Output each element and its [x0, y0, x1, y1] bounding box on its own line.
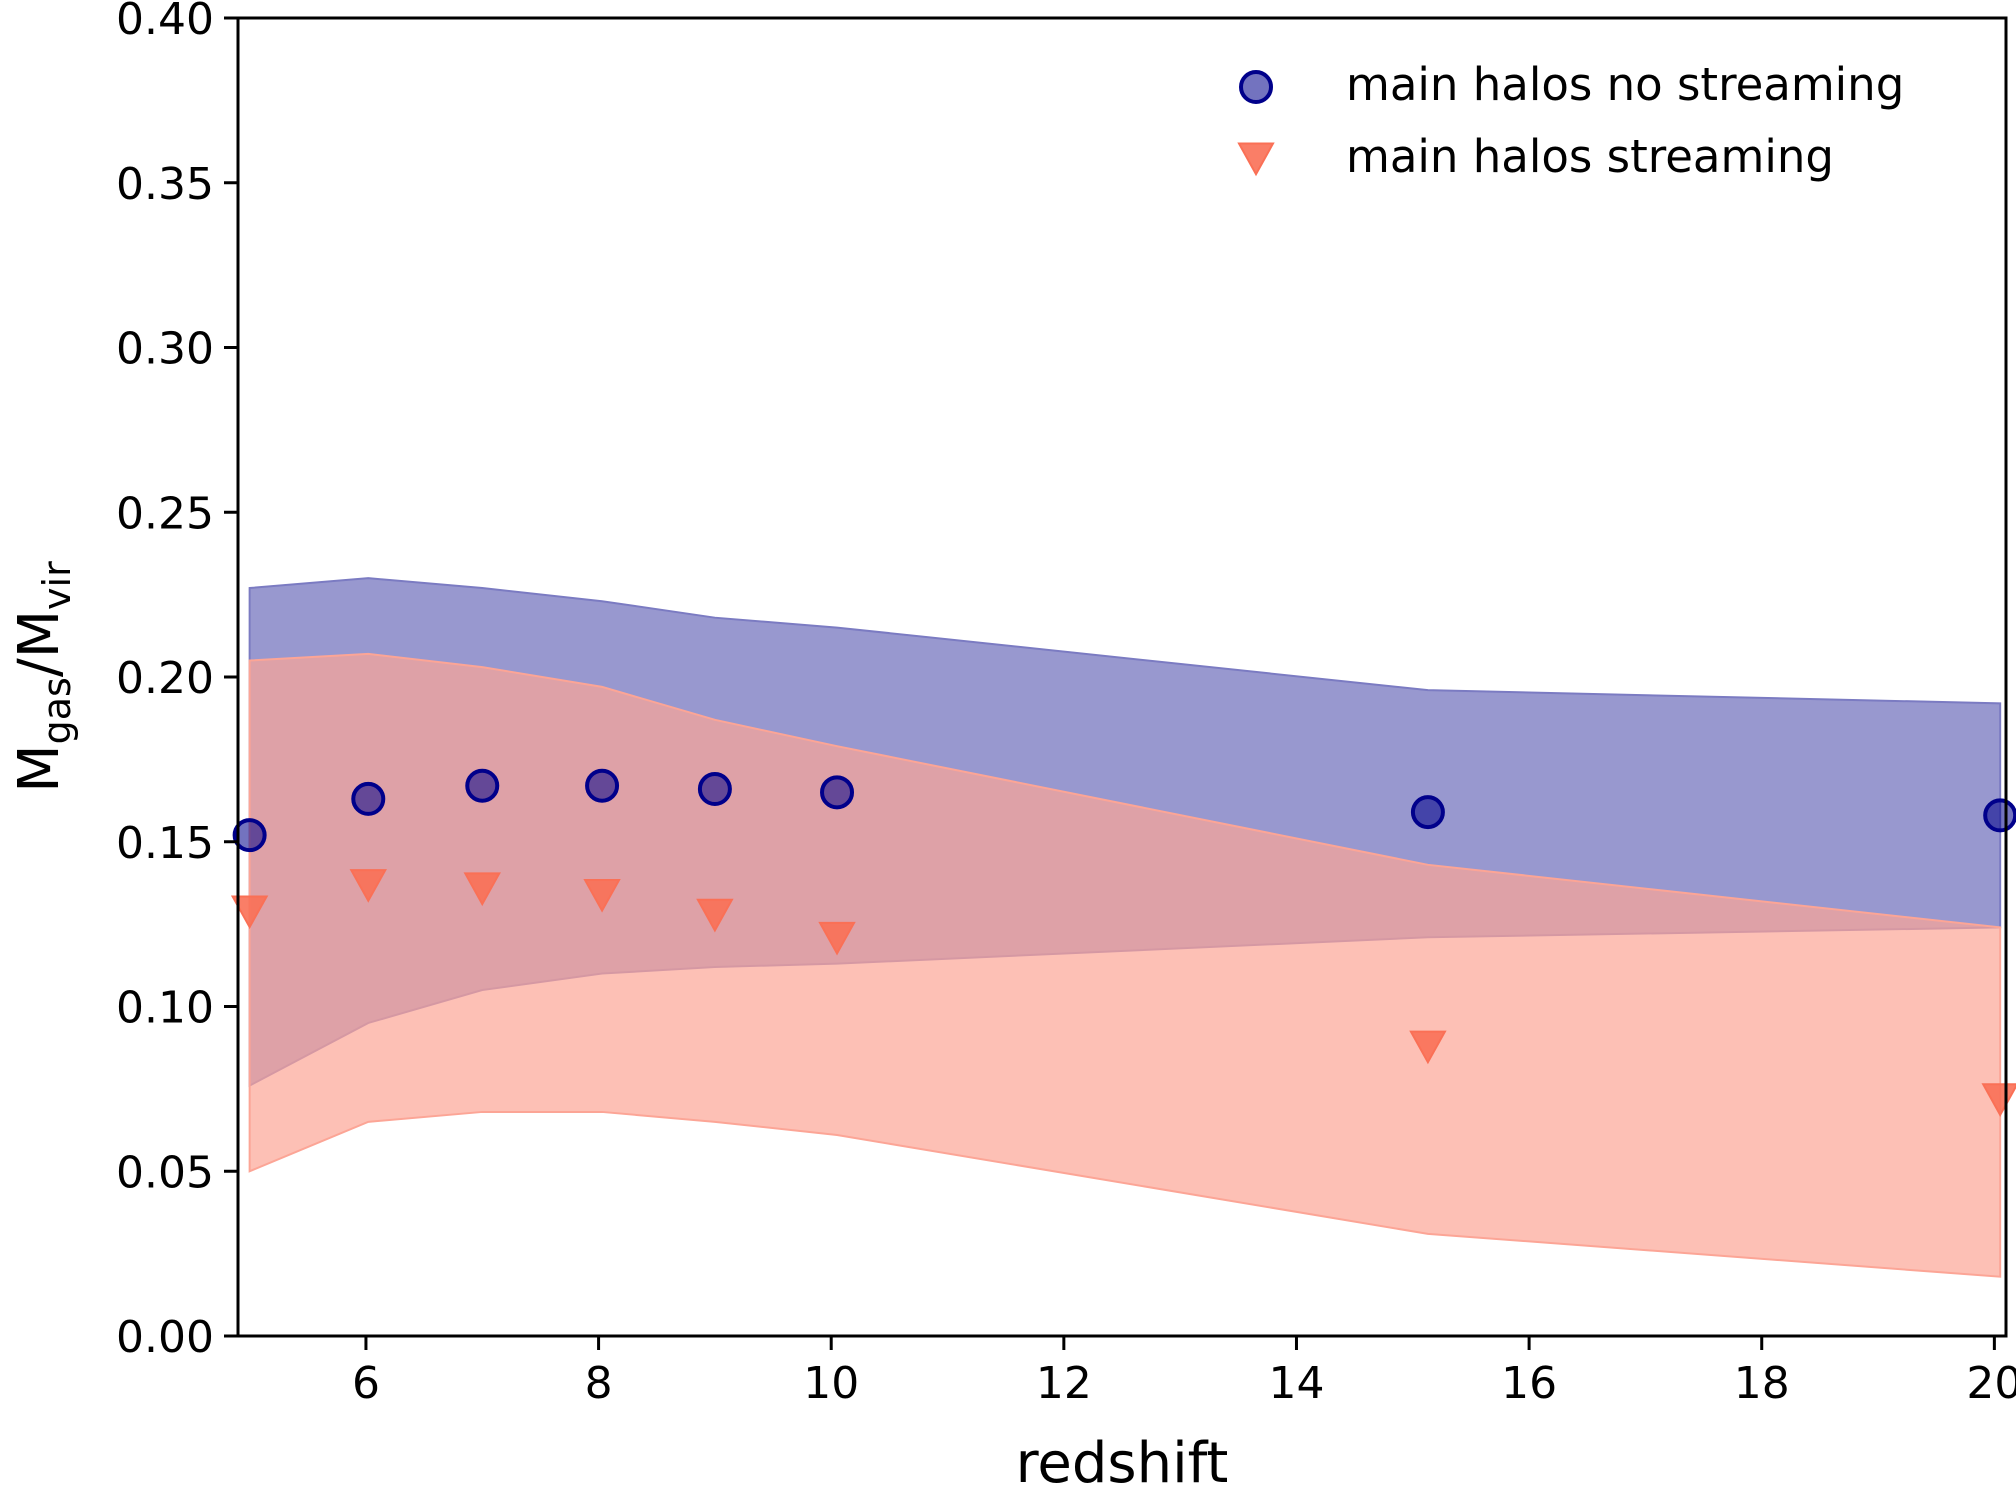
point-no-streaming: [585, 768, 620, 803]
legend-marker-triangle: [1237, 142, 1275, 177]
y-tick-label: 0.00: [116, 1312, 214, 1363]
legend-triangle-shape: [1237, 142, 1275, 177]
legend-item-no-streaming: main halos no streaming: [1239, 58, 1904, 111]
point-no-streaming: [1983, 798, 2016, 833]
y-axis-title-base2: M: [7, 610, 72, 658]
point-streaming: [349, 869, 387, 903]
y-axis-title-base1: M: [7, 744, 72, 792]
y-tick-label: 0.40: [116, 0, 214, 45]
point-no-streaming: [1410, 795, 1445, 830]
x-tick-label: 14: [1268, 1358, 1324, 1409]
y-axis-title-sub1: gas: [35, 677, 79, 744]
y-tick-label: 0.05: [116, 1147, 214, 1198]
point-streaming: [696, 898, 734, 933]
point-streaming: [818, 921, 856, 956]
legend: main halos no streaming main halos strea…: [1237, 58, 1904, 183]
point-no-streaming: [232, 818, 267, 853]
point-no-streaming: [465, 768, 500, 803]
point-no-streaming: [351, 781, 386, 816]
legend-marker-circle: [1239, 70, 1273, 104]
confidence-bands: [248, 577, 2002, 1278]
y-axis-title-sub2: vir: [35, 561, 79, 610]
point-no-streaming: [697, 772, 732, 807]
y-tick-label: 0.15: [116, 818, 214, 869]
x-tick-label: 6: [352, 1358, 380, 1409]
point-streaming: [1409, 1030, 1447, 1065]
band-streaming: [248, 652, 2002, 1278]
point-streaming: [463, 872, 501, 907]
y-tick-label: 0.20: [116, 653, 214, 704]
x-tick-label: 18: [1734, 1358, 1790, 1409]
y-tick-label: 0.25: [116, 488, 214, 539]
x-tick-label: 10: [803, 1358, 859, 1409]
y-axis-title-sep: /: [7, 658, 72, 677]
y-axis-ticks: 0.00 0.05 0.10 0.15 0.20 0.25 0.30 0.35 0.40: [116, 0, 238, 1363]
legend-circle-shape: [1239, 70, 1273, 104]
data-points: [230, 768, 2016, 1117]
legend-label-no-streaming: main halos no streaming: [1346, 58, 1904, 111]
point-streaming: [1981, 1083, 2016, 1117]
point-streaming: [230, 895, 269, 930]
point-streaming: [583, 879, 621, 913]
point-no-streaming: [820, 775, 855, 810]
y-tick-label: 0.30: [116, 324, 214, 375]
y-axis-title: Mgas/Mvir: [7, 561, 79, 793]
x-tick-label: 12: [1036, 1358, 1092, 1409]
legend-item-streaming: main halos streaming: [1237, 130, 1834, 183]
x-axis-ticks: 6 8 10 12 14 16 18 20: [352, 1336, 2016, 1409]
y-tick-label: 0.35: [116, 159, 214, 210]
x-tick-label: 8: [585, 1358, 613, 1409]
x-axis-title: redshift: [1016, 1431, 1229, 1487]
x-tick-label: 20: [1966, 1358, 2016, 1409]
x-tick-label: 16: [1501, 1358, 1557, 1409]
legend-label-streaming: main halos streaming: [1346, 130, 1834, 183]
y-tick-label: 0.10: [116, 983, 214, 1034]
